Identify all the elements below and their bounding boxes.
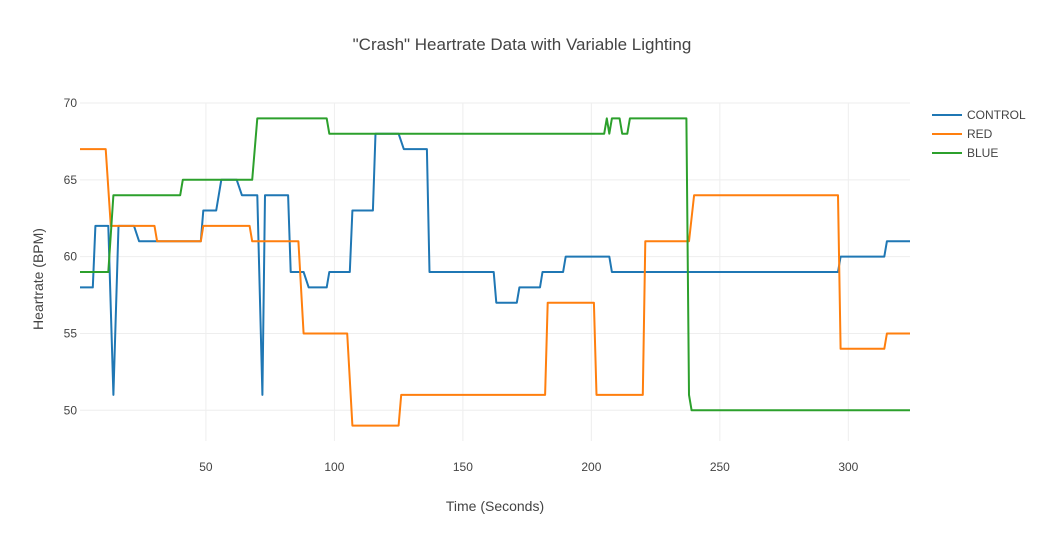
x-tick-label: 250 [710,460,730,474]
legend-item-control[interactable]: CONTROL [932,108,1026,122]
series-line-blue [80,117,910,412]
y-axis-label: Heartrate (BPM) [30,228,46,330]
y-tick-label: 50 [64,403,78,417]
series-line-control [80,132,910,396]
y-tick-label: 55 [64,326,78,340]
x-tick-label: 50 [199,460,213,474]
chart-title: "Crash" Heartrate Data with Variable Lig… [353,35,692,54]
legend-label: BLUE [967,146,998,160]
legend[interactable]: CONTROL RED BLUE [932,108,1026,160]
y-axis-ticks: 50 55 60 65 70 [64,96,78,417]
legend-item-red[interactable]: RED [932,127,993,141]
x-tick-label: 100 [324,460,344,474]
x-tick-label: 300 [838,460,858,474]
series-lines [80,117,910,427]
x-tick-label: 200 [581,460,601,474]
series-line-red [80,148,910,427]
y-tick-label: 65 [64,173,78,187]
legend-label: CONTROL [967,108,1026,122]
y-tick-label: 60 [64,250,78,264]
legend-label: RED [967,127,993,141]
y-tick-label: 70 [64,96,78,110]
x-axis-label: Time (Seconds) [446,498,544,514]
x-tick-label: 150 [453,460,473,474]
legend-item-blue[interactable]: BLUE [932,146,998,160]
x-axis-ticks: 50 100 150 200 250 300 [199,460,858,474]
